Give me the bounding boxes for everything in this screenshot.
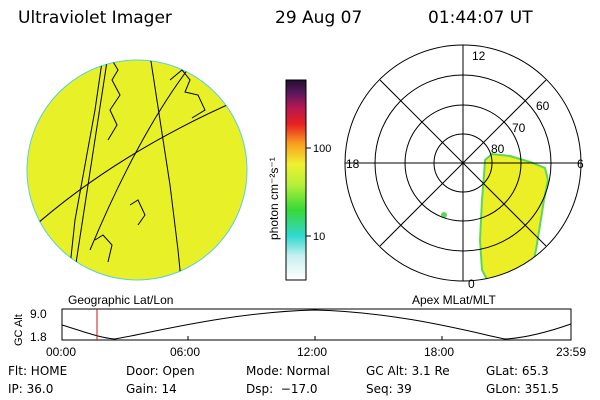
time-tick-1200: 12:00 [297, 345, 327, 359]
time-tick-1800: 18:00 [424, 345, 454, 359]
polar-caption: Apex MLat/MLT [412, 293, 496, 307]
mlt-label-0: 0 [468, 277, 475, 291]
geo-caption: Geographic Lat/Lon [68, 293, 173, 307]
altitude-frame [61, 308, 572, 341]
lat-label-70: 70 [512, 121, 526, 135]
colorbar-tick-10: 10 [313, 231, 325, 243]
colorbar-tick-100: 100 [313, 143, 331, 155]
altitude-axis-label: GC Alt [13, 314, 25, 346]
colorbar-unit-label: photon cm⁻²s⁻¹ [267, 157, 281, 240]
altitude-tick-9: 9.0 [30, 307, 47, 321]
lat-label-60: 60 [536, 99, 550, 113]
gain-status: Gain: 14 [126, 382, 177, 396]
mlt-label-12: 12 [472, 49, 486, 63]
mlt-label-6: 6 [577, 157, 584, 171]
date-label: 29 Aug 07 [275, 8, 363, 28]
ip-status: IP: 36.0 [8, 382, 54, 396]
door-status: Door: Open [126, 364, 195, 378]
dsp-status: Dsp: −17.0 [246, 382, 318, 396]
glon-status: GLon: 351.5 [486, 382, 559, 396]
polar-grid [344, 44, 582, 282]
glat-status: GLat: 65.3 [486, 364, 549, 378]
altitude-curve [61, 309, 572, 340]
auroral-spot [441, 212, 447, 218]
time-tick-2359: 23:59 [556, 345, 586, 359]
time-label: 01:44:07 UT [428, 8, 533, 28]
mlt-label-18: 18 [346, 157, 360, 171]
time-tick-0600: 06:00 [170, 345, 200, 359]
auroral-oval [478, 152, 550, 281]
altitude-tick-1-8: 1.8 [30, 330, 47, 344]
time-tick-0000: 00:00 [46, 345, 76, 359]
gc-alt-status: GC Alt: 3.1 Re [366, 364, 450, 378]
flight-status: Flt: HOME [8, 364, 68, 378]
lat-label-80: 80 [491, 142, 505, 156]
seq-status: Seq: 39 [366, 382, 412, 396]
mode-status: Mode: Normal [246, 364, 330, 378]
instrument-title: Ultraviolet Imager [18, 8, 172, 28]
